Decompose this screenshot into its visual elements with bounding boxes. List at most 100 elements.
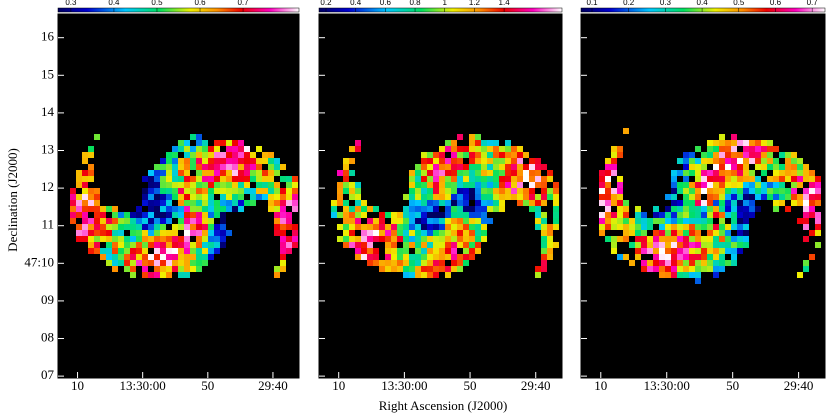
map-pixel [779,176,785,182]
map-pixel [433,170,439,176]
map-pixel [511,146,517,152]
map-pixel [695,200,701,206]
map-pixel [457,230,463,236]
colorbar-tick-label: 0.4 [697,0,709,7]
y-axis-label: Declination (J2000) [5,148,20,252]
map-pixel [451,152,457,158]
map-pixel [773,188,779,194]
map-pixel [803,266,809,272]
map-pixel [803,260,809,266]
map-pixel [671,206,677,212]
map-pixel [94,206,100,212]
map-pixel [623,218,629,224]
map-pixel [250,164,256,170]
map-pixel [605,176,611,182]
map-pixel [343,212,349,218]
map-pixel [623,200,629,206]
map-pixel [148,182,154,188]
map-pixel [166,194,172,200]
map-pixel [541,230,547,236]
map-pixel [481,224,487,230]
map-pixel [76,224,82,230]
map-pixel [773,200,779,206]
colorbar-tick-label: 0.2 [320,0,332,7]
map-pixel [803,164,809,170]
map-pixel [713,212,719,218]
map-pixel [403,260,409,266]
map-pixel [172,260,178,266]
map-pixel [367,254,373,260]
map-pixel [160,266,166,272]
map-pixel [196,260,202,266]
map-pixel [433,158,439,164]
map-pixel [617,236,623,242]
map-pixel [677,182,683,188]
map-pixel [641,236,647,242]
map-pixel [719,254,725,260]
map-pixel [815,176,821,182]
map-pixel [463,254,469,260]
map-pixel [677,266,683,272]
map-pixel [445,140,451,146]
map-pixel [178,146,184,152]
map-pixel [487,176,493,182]
map-pixel [475,152,481,158]
map-pixel [743,236,749,242]
map-pixel [244,200,250,206]
map-pixel [605,236,611,242]
map-pixel [731,158,737,164]
map-pixel [421,254,427,260]
map-pixel [184,182,190,188]
map-pixel [499,200,505,206]
map-pixel [469,182,475,188]
map-pixel [160,200,166,206]
map-pixel [256,146,262,152]
map-pixel [214,152,220,158]
map-pixel [719,140,725,146]
map-pixel [238,182,244,188]
map-pixel [433,152,439,158]
map-pixel [599,230,605,236]
map-pixel [226,230,232,236]
map-pixel [505,170,511,176]
map-pixel [160,176,166,182]
map-pixel [112,266,118,272]
map-pixel [76,200,82,206]
map-pixel [457,134,463,140]
map-pixel [611,242,617,248]
map-pixel [391,230,397,236]
map-pixel [385,260,391,266]
map-pixel [166,248,172,254]
map-pixel [88,176,94,182]
map-pixel [172,242,178,248]
map-pixel [623,224,629,230]
map-pixel [415,254,421,260]
map-pixel [208,212,214,218]
map-pixel [695,248,701,254]
map-pixel [172,212,178,218]
map-pixel [457,194,463,200]
map-pixel [226,206,232,212]
map-pixel [166,152,172,158]
map-pixel [238,164,244,170]
map-pixel [487,164,493,170]
map-pixel [791,152,797,158]
map-pixel [671,218,677,224]
y-tick-label: 14 [41,104,55,119]
map-pixel [118,224,124,230]
map-pixel [280,236,286,242]
map-pixel [82,224,88,230]
map-pixel [349,170,355,176]
map-pixel [463,218,469,224]
map-pixel [154,206,160,212]
map-pixel [184,176,190,182]
map-pixel [250,158,256,164]
map-pixel [355,200,361,206]
map-pixel [136,212,142,218]
map-pixel [493,146,499,152]
map-pixel [707,146,713,152]
map-pixel [178,182,184,188]
map-pixel [517,188,523,194]
map-pixel [136,248,142,254]
map-pixel [623,236,629,242]
